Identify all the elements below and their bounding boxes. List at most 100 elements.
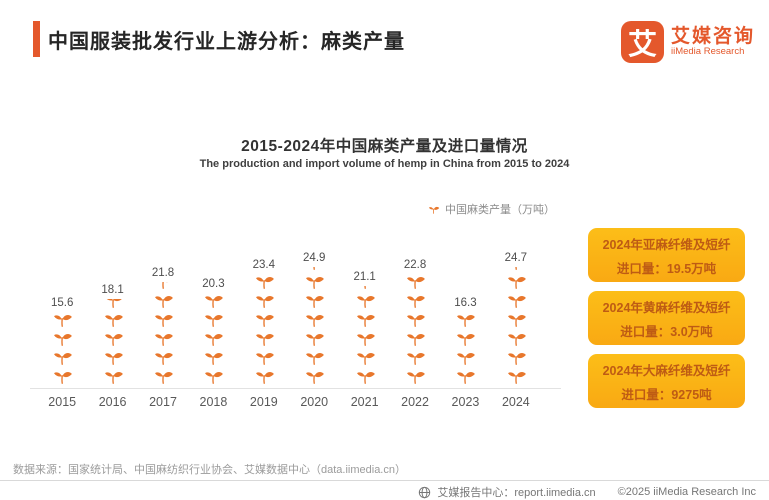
value-label: 22.8 [403, 259, 427, 271]
hemp-sprout-icon [402, 274, 428, 289]
chart-column: 24.9 [289, 252, 339, 388]
footer-divider [0, 480, 769, 481]
hemp-sprout-icon [200, 369, 226, 384]
chart-title: 2015-2024年中国麻类产量及进口量情况 [241, 138, 528, 155]
hemp-sprout-icon [503, 369, 529, 384]
hemp-sprout-icon [301, 274, 327, 289]
hemp-sprout-icon [427, 205, 440, 214]
x-axis-tick-label: 2024 [501, 395, 530, 409]
hemp-sprout-icon [251, 350, 277, 365]
hemp-sprout-icon [150, 369, 176, 384]
hemp-sprout-icon [49, 312, 75, 327]
hemp-sprout-icon [402, 369, 428, 384]
hemp-sprout-icon [100, 350, 126, 365]
hemp-sprout-icon [352, 369, 378, 384]
chart-column: 24.7 [491, 252, 541, 388]
value-label: 15.6 [51, 297, 74, 309]
hemp-sprout-icon-partial [503, 267, 529, 270]
hemp-sprout-icon [503, 331, 529, 346]
hemp-sprout-icon [301, 312, 327, 327]
hemp-sprout-icon [251, 331, 277, 346]
x-axis-tick-label: 2020 [300, 395, 329, 409]
hemp-sprout-icon [100, 369, 126, 384]
hemp-sprout-icon [49, 331, 75, 346]
legend-label: 中国麻类产量（万吨） [445, 204, 555, 216]
chart-legend: 中国麻类产量（万吨） [427, 201, 555, 217]
hemp-sprout-icon [200, 312, 226, 327]
hemp-sprout-icon [402, 312, 428, 327]
globe-icon [418, 486, 431, 499]
hemp-sprout-icon [150, 312, 176, 327]
footer: 艾媒报告中心：report.iimedia.cn ©2025 iiMedia R… [418, 484, 756, 500]
hemp-sprout-icon-partial [352, 286, 378, 289]
logo-name-en: iiMedia Research [670, 45, 745, 57]
value-label: 21.1 [353, 271, 376, 283]
callout-line1: 2024年亚麻纤维及短纤 [602, 237, 731, 252]
hemp-sprout-icon [49, 369, 75, 384]
title-accent-bar [33, 21, 40, 57]
chart-column: 15.6 [37, 297, 87, 388]
x-axis-tick-label: 2018 [199, 395, 228, 409]
hemp-sprout-icon [251, 293, 277, 308]
hemp-sprout-icon [301, 331, 327, 346]
hemp-sprout-icon [402, 293, 428, 308]
callout-linen-import: 2024年亚麻纤维及短纤 进口量：19.5万吨 [588, 228, 745, 282]
callout-line1: 2024年黄麻纤维及短纤 [602, 300, 731, 315]
hemp-sprout-icon [49, 350, 75, 365]
callout-line2: 进口量：3.0万吨 [620, 324, 713, 339]
pictograph-chart: 15.6 18.1 21.8 20.3 23.4 24.9 21.1 22.8 16.3 24.7 [37, 236, 541, 388]
chart-subtitle: The production and import volume of hemp… [199, 158, 570, 170]
hemp-sprout-icon [301, 369, 327, 384]
hemp-sprout-icon [452, 331, 478, 346]
hemp-sprout-icon [503, 274, 529, 289]
hemp-sprout-icon [503, 350, 529, 365]
hemp-sprout-icon [200, 331, 226, 346]
x-axis-tick-label: 2021 [350, 395, 379, 409]
footer-report-center: 艾媒报告中心：report.iimedia.cn [437, 487, 596, 499]
x-axis-tick-label: 2019 [249, 395, 278, 409]
iimedia-logo-icon: 艾 [620, 21, 664, 63]
value-label: 16.3 [454, 297, 477, 309]
footer-copyright: ©2025 iiMedia Research Inc [617, 486, 756, 498]
chart-column: 21.1 [339, 271, 389, 388]
hemp-sprout-icon [150, 293, 176, 308]
value-label: 23.4 [252, 259, 276, 271]
hemp-sprout-icon [150, 331, 176, 346]
value-label: 21.8 [151, 267, 175, 279]
hemp-sprout-icon [301, 350, 327, 365]
chart-column: 22.8 [390, 259, 440, 388]
value-label: 24.7 [504, 252, 528, 264]
hemp-sprout-icon-partial [150, 282, 176, 289]
hemp-sprout-icon [352, 331, 378, 346]
data-source-note: 数据来源：国家统计局、中国麻纺织行业协会、艾媒数据中心（data.iimedia… [13, 464, 406, 476]
hemp-sprout-icon [100, 331, 126, 346]
chart-column: 21.8 [138, 267, 188, 388]
value-label: 18.1 [101, 284, 124, 296]
hemp-sprout-icon [452, 350, 478, 365]
hemp-sprout-icon [402, 350, 428, 365]
hemp-sprout-icon [352, 312, 378, 327]
hemp-sprout-icon [251, 312, 277, 327]
callout-hemp-import: 2024年大麻纤维及短纤 进口量：9275吨 [588, 354, 745, 408]
hemp-sprout-icon [100, 312, 126, 327]
callout-line1: 2024年大麻纤维及短纤 [602, 363, 731, 378]
hemp-sprout-icon [352, 293, 378, 308]
hemp-sprout-icon [503, 312, 529, 327]
x-axis-tick-label: 2015 [48, 395, 77, 409]
chart-column: 20.3 [188, 278, 238, 388]
x-axis-tick-label: 2023 [451, 395, 480, 409]
x-axis-tick-label: 2017 [149, 395, 177, 409]
callout-line2: 进口量：19.5万吨 [616, 261, 717, 276]
hemp-sprout-icon [452, 312, 478, 327]
page-title: 中国服装批发行业上游分析：麻类产量 [48, 31, 405, 53]
hemp-sprout-icon [251, 274, 277, 289]
callout-boxes: 2024年亚麻纤维及短纤 进口量：19.5万吨 2024年黄麻纤维及短纤 进口量… [588, 228, 745, 408]
logo-name-cn: 艾媒咨询 [670, 26, 755, 48]
iimedia-logo: 艾 艾媒咨询 iiMedia Research [620, 21, 755, 63]
callout-jute-import: 2024年黄麻纤维及短纤 进口量：3.0万吨 [588, 291, 745, 345]
x-axis-tick-label: 2022 [401, 395, 429, 409]
chart-column: 23.4 [239, 259, 289, 388]
hemp-sprout-icon-partial [301, 267, 327, 270]
x-axis-labels: 2015 2016 2017 2018 2019 2020 2021 2022 2023 2024 [37, 395, 541, 409]
hemp-sprout-icon [150, 350, 176, 365]
